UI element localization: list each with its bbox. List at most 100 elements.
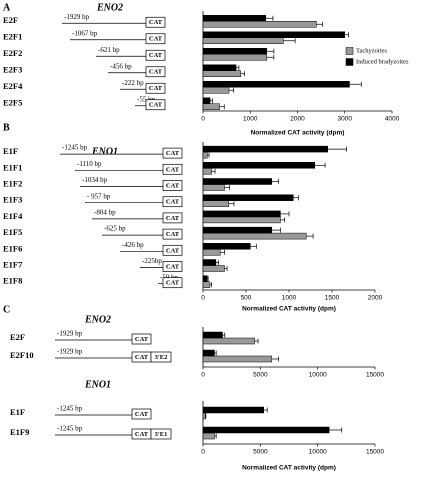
- bar: [202, 54, 268, 61]
- construct-box: [145, 33, 166, 45]
- construct-size: -1929 bp: [57, 348, 83, 356]
- construct-box: [145, 66, 166, 78]
- construct-box-label: CAT: [149, 36, 163, 43]
- bar: [202, 426, 330, 434]
- category-label: E1F: [3, 146, 18, 156]
- category-label: E1F6: [3, 243, 22, 253]
- bar: [202, 21, 317, 28]
- construct-box: [162, 196, 183, 208]
- legend-label: Tachyzoites: [356, 47, 387, 54]
- legend-swatch: [345, 58, 354, 66]
- bar: [202, 226, 273, 234]
- x-tick-label: 4000: [385, 116, 400, 123]
- construct-size: - 957 bp: [87, 192, 111, 200]
- construct-box: [145, 99, 166, 111]
- construct-size: -1929 bp: [57, 330, 83, 338]
- construct-size: -1245 bp: [62, 144, 88, 152]
- construct-box: [162, 228, 183, 240]
- x-tick-label: 1000: [282, 295, 297, 302]
- x-axis-label: Normalized CAT activity (dpm): [242, 465, 336, 472]
- x-tick-label: 500: [241, 295, 252, 302]
- construct-size: -456 bp: [110, 62, 132, 70]
- bar: [202, 145, 328, 153]
- construct-box: [131, 408, 152, 420]
- x-tick-label: 1500: [325, 295, 340, 302]
- construct-box-label: CAT: [149, 69, 163, 76]
- bar: [202, 37, 284, 44]
- x-tick-label: 5000: [253, 372, 268, 379]
- construct-size: -1245 bp: [57, 425, 83, 433]
- construct-box: [162, 163, 183, 175]
- construct-box: [131, 333, 152, 345]
- category-label: E1F8: [3, 276, 22, 286]
- bar: [202, 406, 265, 414]
- category-label: E2F2: [3, 48, 22, 58]
- construct-size: -222 bp: [122, 79, 144, 87]
- bar: [202, 168, 212, 175]
- construct-box: [145, 49, 166, 61]
- bar: [202, 81, 350, 88]
- category-label: E1F7: [3, 259, 23, 269]
- x-axis-label: Normalized CAT activity (dpm): [251, 130, 345, 137]
- category-label: E2F4: [3, 81, 23, 91]
- construct-size: -1067 bp: [72, 29, 98, 37]
- x-tick-label: 15000: [366, 372, 384, 379]
- x-tick-label: 0: [201, 372, 205, 379]
- bar: [202, 259, 217, 266]
- gene-label: ENO1: [91, 146, 118, 157]
- bar: [202, 64, 237, 71]
- construct-box-label: CAT: [135, 431, 149, 438]
- bar: [202, 162, 316, 169]
- bar: [202, 70, 242, 77]
- bar: [202, 48, 268, 55]
- bar: [202, 31, 345, 38]
- construct-size: -1034 bp: [82, 176, 108, 184]
- construct-size: -426 bp: [122, 241, 144, 249]
- bar: [202, 337, 255, 345]
- construct-size: -1245 bp: [57, 405, 83, 413]
- category-label: E1F3: [3, 195, 22, 205]
- x-tick-label: 0: [201, 295, 205, 302]
- construct-box: [162, 244, 183, 256]
- construct-box-label: CAT: [149, 52, 163, 59]
- construct-box-label: 3'E1: [155, 431, 168, 438]
- bar: [202, 281, 211, 288]
- category-label: E1F9: [10, 427, 29, 437]
- x-tick-label: 3000: [338, 116, 353, 123]
- bar: [202, 210, 281, 218]
- bar: [202, 243, 251, 250]
- construct-box-label: CAT: [149, 102, 163, 109]
- construct-box-label: 3'E2: [155, 354, 168, 361]
- construct-box-label: CAT: [166, 263, 180, 270]
- category-label: E2F: [10, 332, 25, 342]
- construct-box-label: CAT: [166, 215, 180, 222]
- construct-size: -59 bp: [160, 273, 179, 281]
- construct-box-label: CAT: [166, 247, 180, 254]
- x-tick-label: 0: [201, 449, 205, 456]
- construct-box-label: CAT: [149, 85, 163, 92]
- construct-size: -1929 bp: [64, 13, 90, 21]
- construct-box-label: CAT: [166, 166, 180, 173]
- gene-label: ENO2: [96, 2, 123, 13]
- construct-size: -625 bp: [104, 225, 126, 233]
- construct-box: [162, 212, 183, 224]
- x-tick-label: 10000: [309, 449, 327, 456]
- construct-box-label: CAT: [166, 199, 180, 206]
- category-label: E2F1: [3, 32, 22, 42]
- bar: [202, 355, 273, 363]
- category-label: E1F2: [3, 178, 22, 188]
- category-label: E2F3: [3, 65, 22, 75]
- bar: [202, 265, 225, 272]
- construct-box-label: CAT: [149, 19, 163, 26]
- x-axis-label: Normalized CAT activity (dpm): [242, 306, 336, 313]
- bar: [202, 103, 220, 110]
- construct-size: -1110 bp: [77, 160, 102, 168]
- construct-box-label: CAT: [135, 354, 149, 361]
- gene-label: ENO2: [84, 314, 111, 325]
- bar: [202, 194, 294, 201]
- category-label: E1F1: [3, 162, 22, 172]
- panel-letter: B: [3, 122, 10, 133]
- construct-box-label: CAT: [135, 411, 149, 418]
- construct-size: -621 bp: [98, 46, 120, 54]
